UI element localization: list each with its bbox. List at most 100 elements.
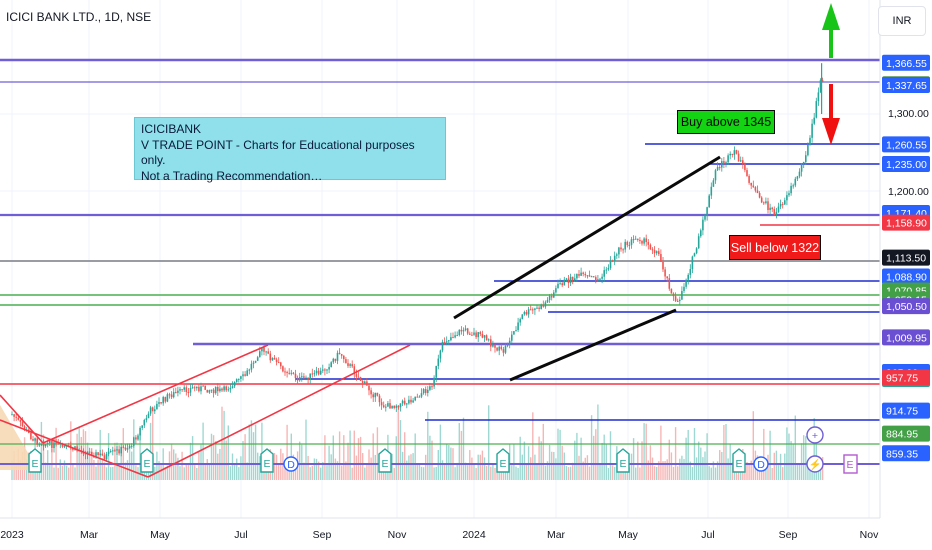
candle-body: [204, 385, 206, 390]
candle-body: [196, 386, 198, 389]
volume-bar: [769, 430, 771, 480]
volume-bar: [632, 438, 635, 480]
volume-bar: [737, 467, 740, 480]
volume-bar: [567, 467, 570, 480]
volume-bar: [441, 460, 444, 480]
black-channel-lower: [509, 308, 677, 382]
volume-bar: [231, 453, 234, 480]
candle-body: [313, 373, 316, 375]
candle-body: [773, 209, 776, 215]
candle-body: [666, 276, 668, 279]
candle-body: [177, 390, 179, 393]
volume-bar: [744, 467, 746, 480]
earnings-marker: E: [732, 448, 746, 473]
candle-body: [771, 207, 773, 210]
svg-text:E: E: [263, 458, 270, 470]
candle-body: [662, 261, 664, 270]
volume-bar: [70, 421, 72, 480]
candle-body: [767, 201, 769, 211]
volume-bar: [473, 464, 475, 480]
candle-body: [427, 389, 429, 393]
volume-bar: [443, 464, 446, 480]
volume-bar: [107, 433, 110, 480]
candle-body: [460, 329, 463, 332]
volume-bar: [63, 460, 66, 480]
candle-body: [515, 330, 517, 332]
volume-bar: [595, 429, 597, 480]
volume-bar: [538, 436, 540, 480]
candle-body: [349, 364, 351, 366]
candle-body: [714, 170, 717, 181]
candle-body: [181, 389, 183, 391]
candle-body: [364, 381, 366, 384]
volume-bar: [328, 445, 330, 480]
volume-bar: [817, 465, 820, 480]
candle-body: [679, 299, 681, 302]
candle-body: [504, 345, 507, 353]
candle-body: [322, 369, 324, 371]
candle-body: [42, 444, 45, 447]
event-markers[interactable]: E E E D E E E E D + ⚡ E: [28, 426, 858, 474]
candle-body: [651, 249, 654, 251]
volume-bar: [61, 465, 64, 480]
time-axis[interactable]: 2023 Mar May Jul Sep Nov 2024 Mar May Ju…: [0, 517, 880, 541]
candle-body: [76, 446, 78, 451]
candle-body: [704, 215, 706, 220]
candle-body: [731, 153, 734, 155]
candle-body: [571, 276, 574, 281]
volume-bar: [653, 466, 656, 480]
symbol-title[interactable]: ICICI BANK LTD., 1D, NSE: [6, 10, 152, 24]
earnings-marker: E: [260, 448, 274, 473]
candle-body: [544, 302, 547, 307]
volume-bar: [416, 464, 418, 480]
volume-bar: [246, 462, 248, 480]
time-tick: Mar: [547, 529, 566, 541]
candle-body: [210, 389, 213, 391]
candle-body: [620, 247, 622, 250]
volume-bar: [187, 463, 190, 480]
volume-bar: [488, 405, 490, 480]
volume-bar: [286, 424, 288, 480]
svg-text:E: E: [499, 458, 506, 470]
volume-bar: [374, 454, 376, 480]
volume-bar: [679, 458, 681, 480]
candle-body: [624, 241, 626, 250]
volume-bar: [779, 453, 782, 480]
candle-body: [550, 296, 553, 298]
volume-bar: [477, 454, 479, 480]
currency-button[interactable]: INR: [878, 6, 926, 36]
candle-body: [229, 387, 232, 390]
volume-bar: [395, 436, 397, 480]
price-tag: 884.95: [882, 425, 930, 442]
volume-bar: [288, 466, 290, 480]
volume-bar: [677, 466, 679, 480]
candle-body: [154, 409, 156, 412]
volume-bar: [225, 440, 227, 480]
volume-bar: [809, 466, 811, 480]
candle-body: [198, 386, 200, 392]
candle-body: [429, 386, 431, 390]
volume-bar: [540, 441, 542, 480]
candle-body: [55, 442, 57, 444]
volume-bar: [353, 430, 355, 480]
volume-bar: [553, 451, 555, 480]
candle-body: [695, 248, 698, 254]
candle-body: [817, 92, 820, 102]
candle-body: [580, 272, 582, 276]
candle-body: [534, 308, 536, 310]
candle-body: [454, 335, 456, 338]
volume-bar: [763, 428, 765, 480]
price-tag: 1,366.55: [882, 54, 930, 71]
volume-bar: [811, 467, 813, 480]
price-axis[interactable]: 1,300.00 1,200.00: [879, 0, 929, 518]
volume-bar: [133, 419, 135, 480]
candle-body: [752, 185, 755, 188]
volume-bar: [236, 458, 238, 480]
candle-body: [527, 309, 530, 315]
candle-body: [553, 292, 555, 298]
volume-bar: [695, 457, 698, 480]
price-tag: 914.75: [882, 402, 930, 419]
candle-body: [149, 407, 152, 414]
volume-bar: [164, 467, 166, 480]
